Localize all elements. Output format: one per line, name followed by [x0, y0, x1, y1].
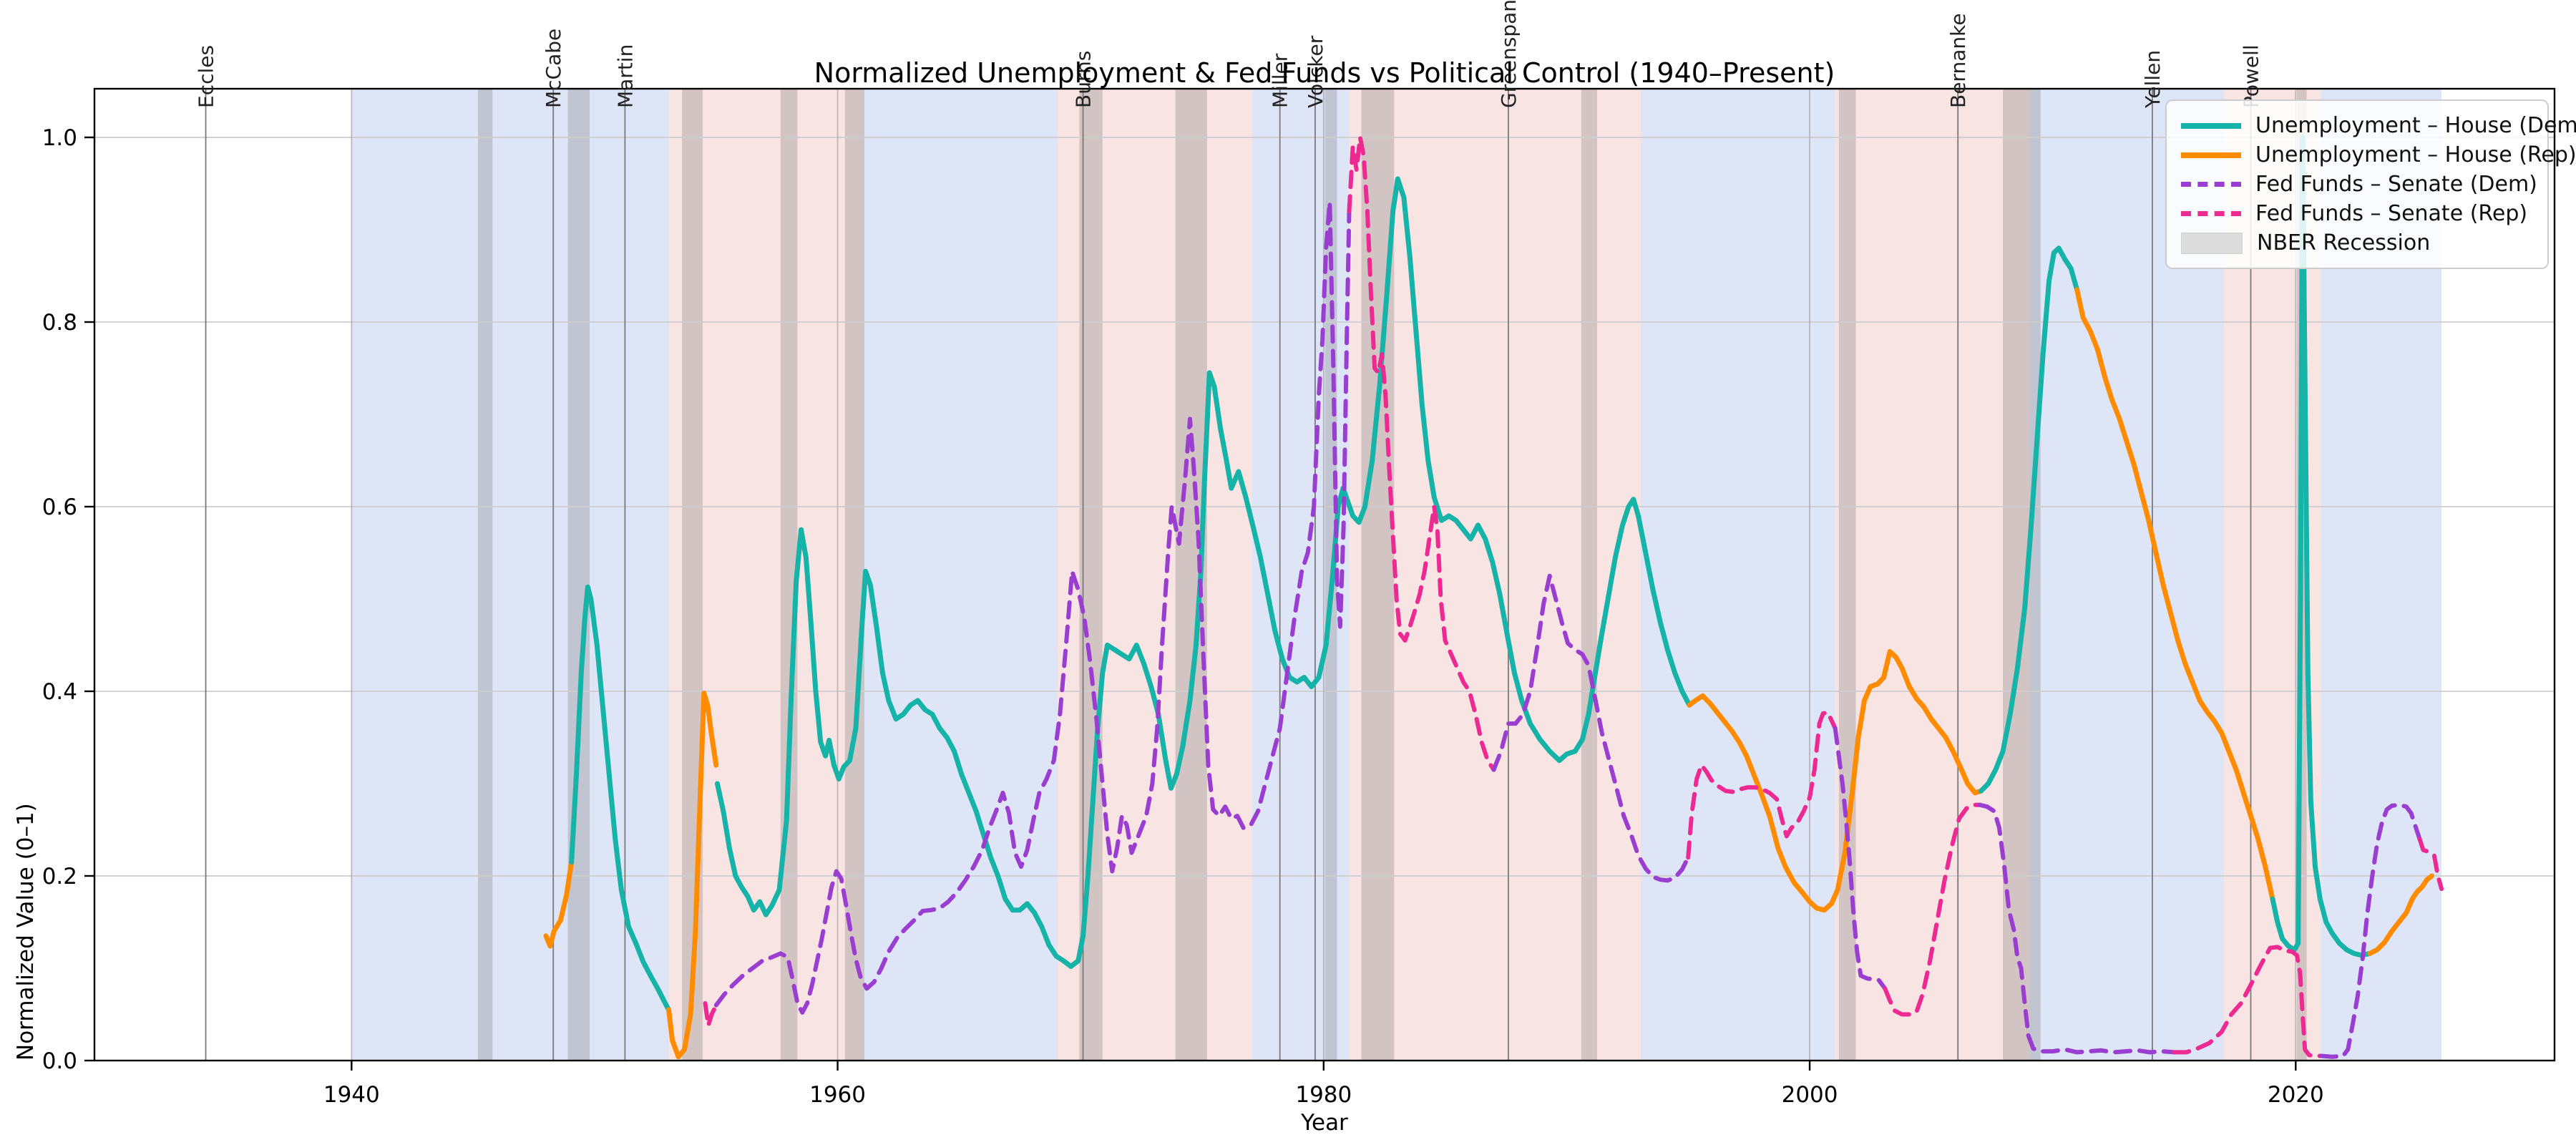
fedfunds-line-dem [2319, 802, 2422, 1059]
recession-band [682, 89, 703, 1061]
unemployment-line-rep [2367, 873, 2434, 956]
legend-swatch-unemp-dem-icon [2181, 122, 2241, 129]
party-band-dem [863, 89, 1058, 1061]
legend-item-fedfunds-senate-dem: Fed Funds – Senate (Dem) [2181, 170, 2537, 199]
fed-chair-label-bernanke: Bernanke [1946, 13, 1970, 108]
x-tick-label: 1960 [809, 1082, 866, 1108]
y-tick-label: 0.8 [42, 310, 77, 336]
fedfunds-line-dem [1977, 802, 2177, 1055]
legend-item-unemployment-house-rep: Unemployment – House (Rep) [2181, 140, 2576, 170]
y-tick-label: 1.0 [42, 125, 77, 151]
fed-chair-label-miller: Miller [1269, 53, 1292, 108]
unemployment-line-dem [2270, 135, 2373, 958]
unemployment-line-rep [1687, 649, 1984, 913]
fed-chair-label-powell: Powell [2239, 44, 2263, 108]
x-tick-label: 2000 [1782, 1082, 1838, 1108]
legend-swatch-recession-icon [2181, 232, 2243, 254]
fedfunds-line-dem [1491, 573, 1691, 883]
fedfunds-line-rep [1883, 802, 1982, 1017]
fed-chair-label-yellen: Yellen [2141, 50, 2165, 109]
unemployment-line-rep [666, 691, 719, 1060]
fedfunds-line-rep [1686, 710, 1838, 860]
recession-band [1581, 89, 1597, 1061]
legend-item-unemployment-house-dem: Unemployment – House (Dem) [2181, 111, 2576, 140]
recession-band [844, 89, 864, 1061]
tick-layer: 1940 1960 1980 2000 2020 0.0 0.2 0.4 0.6 0.8 1.0 [42, 125, 2324, 1108]
legend-label: Fed Funds – Senate (Rep) [2255, 201, 2528, 226]
x-tick-label: 1940 [323, 1082, 380, 1108]
legend-swatch-fed-dem-icon [2181, 182, 2241, 187]
legend-label: Fed Funds – Senate (Dem) [2255, 172, 2537, 197]
unemployment-line-rep [2074, 287, 2275, 902]
fed-chair-labels-layer: Eccles McCabe Martin Burns Miller Volcker Gree… [195, 0, 2263, 109]
fed-chair-lines-layer [205, 89, 2252, 1061]
y-tick-label: 0.0 [42, 1048, 77, 1074]
x-tick-label: 2020 [2268, 1082, 2324, 1108]
recession-band [1838, 89, 1856, 1061]
party-band-rep [1835, 89, 2030, 1061]
legend-label: NBER Recession [2257, 230, 2431, 255]
fed-chair-label-martin: Martin [613, 44, 637, 108]
unemployment-line-dem [1979, 245, 2080, 794]
unemployment-line-rep [543, 859, 575, 949]
fed-chair-label-greenspan: Greenspan [1497, 0, 1521, 108]
legend-item-fedfunds-senate-rep: Fed Funds – Senate (Rep) [2181, 199, 2533, 228]
legend-swatch-fed-rep-icon [2181, 211, 2241, 216]
fed-chair-label-mccabe: McCabe [542, 29, 565, 108]
chart-title: Normalized Unemployment & Fed Funds vs P… [814, 57, 1835, 89]
x-axis-label: Year [1301, 1110, 1348, 1136]
fedfunds-line-rep [1347, 135, 1496, 772]
fedfunds-line-rep [2172, 945, 2323, 1058]
party-band-rep [1057, 89, 1252, 1061]
unemployment-line-dem [569, 584, 671, 1013]
party-band-dem [351, 89, 669, 1061]
x-tick-label: 1980 [1295, 1082, 1352, 1108]
fed-chair-label-eccles: Eccles [195, 45, 218, 108]
fedfunds-line-rep [703, 1001, 718, 1028]
president-bands-layer [351, 89, 2442, 1061]
recession-band [477, 89, 493, 1061]
unemployment-line-dem [715, 176, 1692, 969]
recession-band [567, 89, 590, 1061]
party-band-dem [1641, 89, 1835, 1061]
y-tick-label: 0.2 [42, 864, 77, 890]
fedfunds-line-rep [2417, 837, 2444, 892]
fedfunds-line-dem [713, 200, 1352, 1015]
fedfunds-line-dem [1833, 726, 1888, 991]
legend: Unemployment – House (Dem) Unemployment … [2165, 99, 2576, 269]
fed-chair-label-burns: Burns [1072, 51, 1096, 108]
legend-label: Unemployment – House (Dem) [2255, 113, 2576, 138]
y-tick-label: 0.6 [42, 494, 77, 520]
series-layer [543, 135, 2444, 1060]
legend-item-nber-recession: NBER Recession [2181, 228, 2533, 258]
y-axis-label: Normalized Value (0–1) [13, 803, 39, 1061]
legend-label: Unemployment – House (Rep) [2255, 142, 2576, 167]
legend-swatch-unemp-rep-icon [2181, 152, 2241, 158]
fed-chair-label-volcker: Volcker [1304, 35, 1327, 108]
y-tick-label: 0.4 [42, 679, 77, 705]
